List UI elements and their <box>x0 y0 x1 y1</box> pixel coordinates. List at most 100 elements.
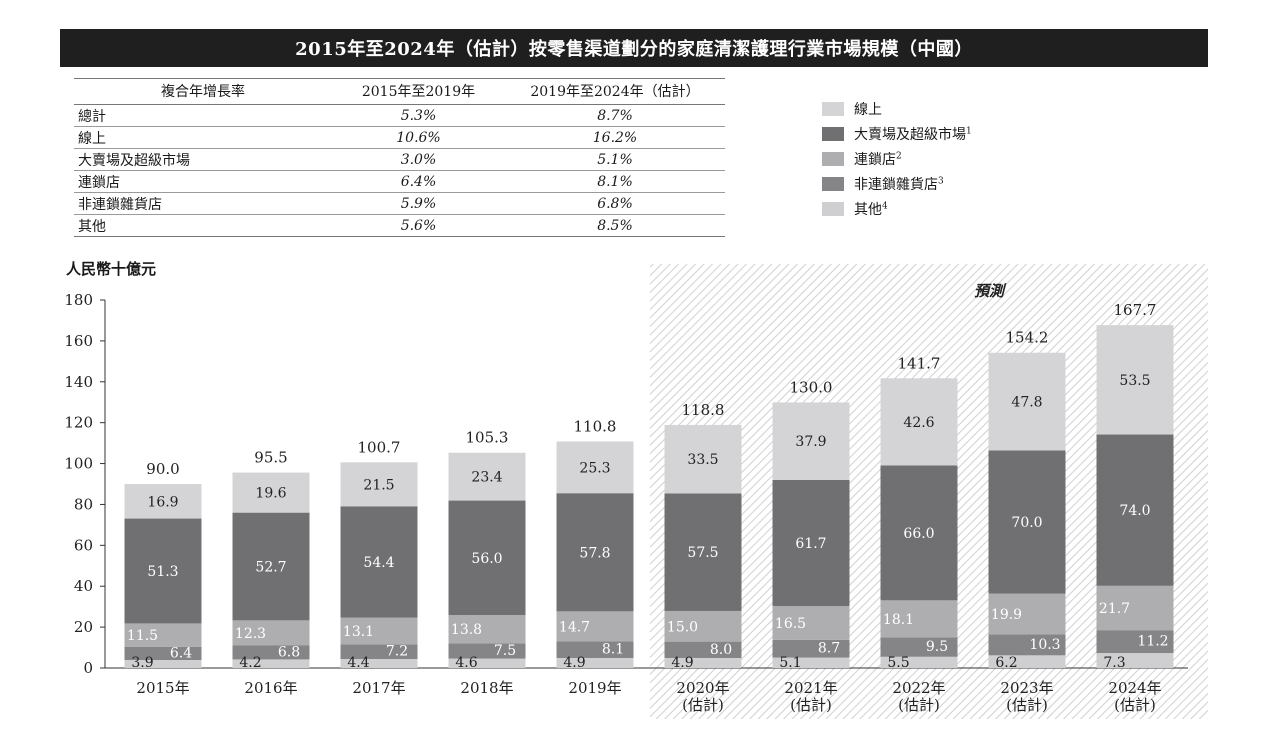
y-tick-label: 160 <box>64 332 93 350</box>
bar-segment <box>124 623 202 647</box>
legend-label: 連鎖店2 <box>854 150 902 168</box>
data-label: 56.0 <box>471 551 502 567</box>
legend-swatch <box>822 201 844 216</box>
legend-label: 線上 <box>854 101 882 118</box>
x-tick-label: (估計) <box>1006 696 1048 714</box>
bar-segment <box>124 484 202 519</box>
y-axis-unit-label: 人民幣十億元 <box>66 260 157 278</box>
x-tick-label: (估計) <box>898 696 940 714</box>
bar-segment <box>448 658 526 668</box>
data-label: 21.5 <box>363 477 394 493</box>
total-label: 105.3 <box>466 429 509 447</box>
total-label: 141.7 <box>898 354 941 372</box>
data-label: 11.2 <box>1137 634 1168 650</box>
table-row: 線上 10.6% 16.2% <box>74 126 725 149</box>
data-label: 12.3 <box>235 626 266 642</box>
bar-segment <box>880 600 958 638</box>
total-label: 90.0 <box>146 460 179 478</box>
y-tick-label: 120 <box>64 414 93 432</box>
data-label: 7.5 <box>494 643 516 659</box>
bar-segment <box>232 472 310 513</box>
bar-segment <box>124 660 202 668</box>
bar-segment <box>556 493 634 612</box>
table-row: 其他 5.6% 8.5% <box>74 214 725 237</box>
bar-segment <box>772 606 850 640</box>
bar-segment <box>988 593 1066 635</box>
x-tick-label: 2015年 <box>136 679 189 697</box>
cagr-value: 6.8% <box>505 192 725 215</box>
data-label: 51.3 <box>147 564 178 580</box>
bar-segment <box>340 659 418 668</box>
table-row: 連鎖店 6.4% 8.1% <box>74 170 725 193</box>
data-label: 16.5 <box>775 616 806 632</box>
x-tick-label: (估計) <box>790 696 832 714</box>
bar-segment <box>664 610 742 642</box>
data-label: 4.2 <box>239 655 261 671</box>
x-tick-label: 2019年 <box>568 679 621 697</box>
data-label: 9.5 <box>926 639 948 655</box>
data-label: 15.0 <box>667 619 698 635</box>
data-label: 7.3 <box>1103 655 1125 671</box>
chart-legend: 線上 大賣場及超級市場1 連鎖店2 非連鎖雜貨店3 其他4 <box>822 96 972 221</box>
total-label: 154.2 <box>1006 329 1049 347</box>
bar-segment <box>988 655 1066 668</box>
y-tick-label: 60 <box>74 536 93 554</box>
bar-segment <box>664 657 742 668</box>
data-label: 8.0 <box>710 642 732 658</box>
data-label: 57.8 <box>579 545 610 561</box>
x-tick-label: 2021年 <box>784 679 837 697</box>
bar-segment <box>988 352 1066 451</box>
data-label: 70.0 <box>1011 515 1042 531</box>
bar-segment <box>664 641 742 658</box>
data-label: 54.4 <box>363 555 394 571</box>
bar-segment <box>448 500 526 616</box>
forecast-label: 預測 <box>974 282 1007 300</box>
data-label: 19.6 <box>255 486 286 502</box>
legend-swatch <box>822 176 844 191</box>
data-label: 42.6 <box>903 415 934 431</box>
bar-segment <box>772 657 850 668</box>
cagr-header-period2: 2019年至2024年（估計） <box>505 78 725 105</box>
x-tick-label: 2022年 <box>892 679 945 697</box>
bar-segment <box>124 646 202 661</box>
x-tick-label: 2017年 <box>352 679 405 697</box>
cagr-row-label: 線上 <box>74 126 332 149</box>
y-tick-label: 40 <box>74 577 93 595</box>
bar-segment <box>556 611 634 642</box>
data-label: 57.5 <box>687 545 718 561</box>
bar-segment <box>880 465 958 601</box>
cagr-row-label: 大賣場及超級市場 <box>74 148 332 171</box>
x-tick-label: 2016年 <box>244 679 297 697</box>
bar-segment <box>340 506 418 618</box>
legend-item: 其他4 <box>822 196 972 221</box>
total-label: 95.5 <box>254 449 287 467</box>
cagr-header-label: 複合年增長率 <box>74 78 332 105</box>
data-label: 25.3 <box>579 460 610 476</box>
data-label: 13.8 <box>451 622 482 638</box>
cagr-table: 複合年增長率 2015年至2019年 2019年至2024年（估計） 總計 5.… <box>74 78 725 237</box>
bar-segment <box>1096 585 1174 631</box>
bar-segment <box>772 479 850 607</box>
legend-swatch <box>822 126 844 141</box>
data-label: 4.9 <box>563 655 585 671</box>
total-label: 118.8 <box>682 401 725 419</box>
bar-segment <box>988 450 1066 594</box>
y-tick-label: 100 <box>64 455 93 473</box>
legend-label: 大賣場及超級市場1 <box>854 125 972 143</box>
legend-label: 非連鎖雜貨店3 <box>854 175 944 193</box>
bar-segment <box>448 452 526 501</box>
legend-item: 連鎖店2 <box>822 146 972 171</box>
y-tick-label: 20 <box>74 618 93 636</box>
data-label: 37.9 <box>795 434 826 450</box>
bar-segment <box>880 656 958 668</box>
y-tick-label: 80 <box>74 495 93 513</box>
y-tick-label: 0 <box>83 659 93 677</box>
bar-segment <box>448 615 526 644</box>
data-label: 6.8 <box>278 644 300 660</box>
legend-label: 其他4 <box>854 200 888 218</box>
bar-segment <box>1096 630 1174 654</box>
legend-item: 線上 <box>822 96 972 121</box>
bar-segment <box>448 643 526 659</box>
cagr-value: 6.4% <box>332 170 505 193</box>
cagr-row-label: 總計 <box>74 104 332 127</box>
